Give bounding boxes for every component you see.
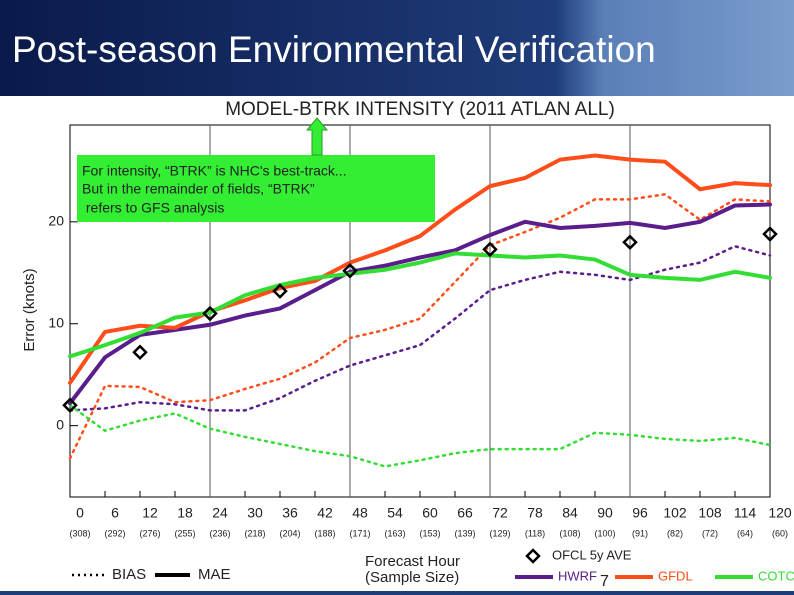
bias-line [68, 404, 772, 468]
x-tick-label: 114 [734, 505, 757, 521]
annotation-text: For intensity, “BTRK” is NHC's best-trac… [82, 163, 347, 179]
annotation-text: refers to GFS analysis [82, 200, 224, 216]
sample-size: (100) [594, 528, 615, 538]
x-tick-label: 60 [422, 505, 438, 521]
sample-size: (276) [139, 528, 160, 538]
sample-size: (188) [314, 528, 335, 538]
x-tick-label: 108 [698, 505, 722, 521]
ofcl-marker [622, 234, 638, 250]
y-tick-label: 0 [56, 416, 64, 432]
x-tick-label: 18 [177, 505, 193, 521]
sample-size: (82) [667, 528, 683, 538]
sample-size: (292) [104, 528, 125, 538]
x-tick-label: 12 [142, 505, 158, 521]
sample-size: (60) [772, 528, 788, 538]
bias-line [68, 192, 772, 460]
header-band [0, 0, 794, 96]
mae-line [68, 202, 772, 406]
legend: BIAS MAE OFCL 5y AVE HWRF GFDL COTC [72, 547, 794, 583]
mae-line [68, 153, 772, 385]
ofcl-marker [62, 397, 78, 414]
annotation-box [77, 155, 435, 222]
legend-label: OFCL 5y AVE [552, 547, 632, 562]
x-tick-label: 36 [282, 505, 298, 521]
footer-band [0, 591, 794, 595]
page-number: 7 [600, 573, 609, 590]
x-tick-label: 72 [492, 505, 508, 521]
sample-size: (308) [69, 528, 90, 538]
legend-label: HWRF [558, 568, 597, 583]
chart-title: MODEL-BTRK INTENSITY (2011 ATLAN ALL) [225, 99, 615, 120]
legend-label: COTC [758, 568, 794, 583]
ofcl-marker [762, 226, 778, 242]
annotation-arrow [305, 117, 329, 156]
legend-label: MAE [198, 566, 231, 583]
sample-size: (163) [384, 528, 405, 538]
x-tick-label: 84 [562, 505, 578, 521]
legend-label: GFDL [658, 568, 693, 583]
sample-size: (236) [209, 528, 230, 538]
x-tick-label: 102 [663, 505, 687, 521]
annotation-text: But in the remainder of fields, “BTRK” [82, 181, 315, 197]
sample-size: (72) [702, 528, 718, 538]
ofcl-marker [202, 305, 218, 322]
sample-size: (255) [174, 528, 195, 538]
sample-size: (139) [454, 528, 475, 538]
x-axis-label: (Sample Size) [365, 569, 459, 586]
sample-size: (171) [349, 528, 370, 538]
x-tick-label: 90 [597, 505, 613, 521]
ofcl-marker [482, 241, 498, 258]
x-tick-label: 120 [768, 505, 792, 521]
x-tick-label: 6 [111, 505, 119, 521]
x-tick-label: 42 [317, 505, 333, 521]
sample-size: (153) [419, 528, 440, 538]
mae-line [68, 251, 772, 359]
x-tick-label: 24 [212, 505, 228, 521]
ofcl-marker [132, 344, 148, 361]
sample-size: (108) [559, 528, 580, 538]
x-tick-label: 96 [632, 505, 648, 521]
ofcl-marker [272, 283, 288, 299]
y-axis-label: Error (knots) [21, 268, 38, 351]
sample-size: (64) [737, 528, 753, 538]
x-tick-label: 0 [76, 505, 84, 521]
legend-swatch [525, 548, 541, 564]
legend-label: BIAS [112, 566, 146, 583]
x-tick-label: 30 [247, 505, 263, 521]
sample-size: (129) [489, 528, 510, 538]
ofcl-marker [342, 262, 358, 279]
slide-title: Post-season Environmental Verification [12, 29, 656, 70]
x-tick-label: 54 [387, 505, 403, 521]
x-tick-label: 66 [457, 505, 473, 521]
sample-size: (204) [279, 528, 300, 538]
sample-size: (218) [244, 528, 265, 538]
bias-line [68, 244, 772, 412]
sample-size: (91) [632, 528, 648, 538]
y-tick-label: 10 [48, 314, 64, 330]
x-tick-label: 78 [527, 505, 543, 521]
x-axis-label: Forecast Hour [365, 553, 460, 570]
y-tick-label: 20 [48, 213, 64, 229]
sample-size: (118) [525, 528, 545, 538]
x-tick-label: 48 [352, 505, 368, 521]
